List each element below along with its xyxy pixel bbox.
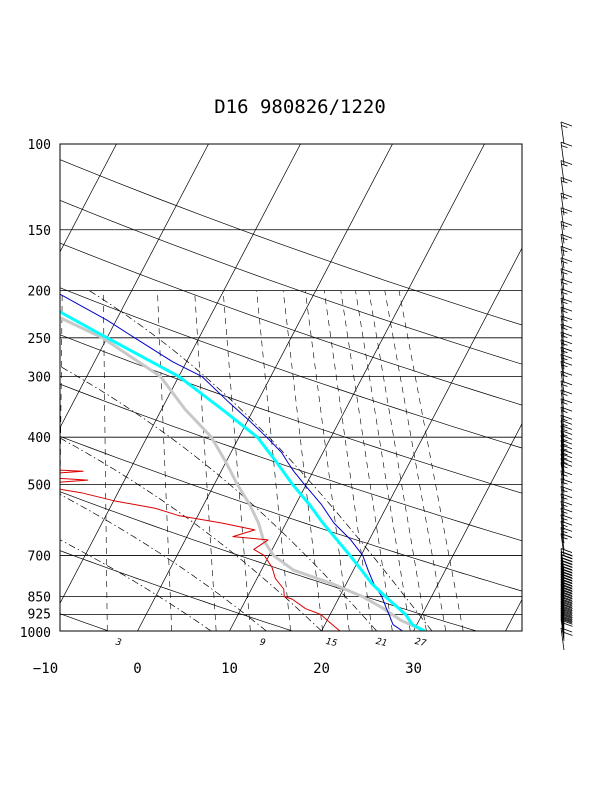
dry-adiabat <box>60 550 294 631</box>
isotherm <box>137 144 393 631</box>
isotherm <box>321 247 522 631</box>
mixing-ratio-line <box>222 290 251 631</box>
pressure-label: 500 <box>28 478 51 493</box>
isotherm <box>598 144 612 631</box>
dry-adiabat <box>60 287 522 449</box>
chart-title: D16 980826/1220 <box>214 96 386 118</box>
moist-adiabat <box>89 290 433 631</box>
temperature-label: 20 <box>313 661 330 677</box>
grid <box>0 144 612 631</box>
moist-adiabat <box>60 493 267 631</box>
pressure-label: 300 <box>28 370 51 385</box>
profile-lines <box>60 293 426 631</box>
mixing-ratio-line <box>355 290 411 631</box>
isotherm <box>229 144 485 631</box>
mixing-ratio-line <box>304 290 350 631</box>
wind-barb <box>560 233 573 257</box>
isotherm <box>413 423 522 631</box>
temperature-label: 0 <box>133 661 141 677</box>
virtual-temperature-line <box>60 316 426 631</box>
mixing-ratio-labels: 3 9 15 21 27 <box>115 637 428 649</box>
dry-adiabat <box>60 334 522 494</box>
moist-adiabat <box>60 365 377 631</box>
moist-adiabat <box>60 437 322 631</box>
mixing-ratio-label: 15 <box>325 637 339 649</box>
dewpoint-line <box>60 461 341 631</box>
mixing-ratio-line <box>340 290 393 631</box>
isotherm <box>0 144 25 631</box>
pressure-label: 850 <box>28 591 51 606</box>
mixing-ratio-line <box>103 290 108 631</box>
mixing-ratio-label: 27 <box>414 637 428 649</box>
dry-adiabat <box>60 436 522 592</box>
parcel-path-line <box>60 310 426 631</box>
pressure-label: 100 <box>28 138 51 153</box>
plot-frame <box>59 143 523 632</box>
pressure-label: 925 <box>28 608 51 623</box>
pressure-label: 200 <box>28 285 51 300</box>
mixing-ratio-line <box>256 290 291 631</box>
mixing-ratio-line <box>384 290 447 631</box>
pressure-label: 150 <box>28 224 51 239</box>
pressure-label: 400 <box>28 431 51 446</box>
moist-adiabat <box>60 539 212 631</box>
mixing-ratio-label: 3 <box>115 638 123 649</box>
pressure-axis: 100 150 200 250 300 400 500 700 850 925 1000 <box>20 138 51 641</box>
wind-barbs <box>560 121 573 651</box>
dry-adiabat <box>60 383 522 542</box>
pressure-label: 250 <box>28 332 51 347</box>
mixing-ratio-label: 21 <box>375 637 388 649</box>
pressure-label: 1000 <box>20 626 51 641</box>
wind-barb <box>560 221 573 244</box>
mixing-ratio-label: 9 <box>259 638 267 649</box>
temperature-label: −10 <box>33 661 58 677</box>
mixing-ratio-line <box>398 290 464 631</box>
temperature-label: 10 <box>221 661 238 677</box>
dry-adiabat <box>60 242 522 406</box>
wind-barb <box>560 160 573 183</box>
mixing-ratio-line <box>368 290 427 631</box>
dry-adiabat <box>60 200 522 365</box>
wind-barb <box>560 245 573 269</box>
isotherm <box>505 598 522 631</box>
temperature-axis: −10 0 10 20 30 <box>33 661 422 677</box>
pressure-label: 700 <box>28 550 51 565</box>
wind-barb <box>560 177 573 200</box>
isotherm <box>60 144 301 605</box>
isotherm <box>60 144 209 429</box>
dry-adiabat <box>60 613 110 631</box>
temperature-label: 30 <box>405 661 422 677</box>
wind-barb <box>560 121 573 145</box>
isotherm <box>60 144 117 253</box>
mixing-ratio-line <box>194 290 217 631</box>
mixing-ratio-line <box>282 290 323 631</box>
mixing-ratio-line <box>157 290 173 631</box>
wind-barb <box>560 141 573 165</box>
dry-adiabat <box>60 491 478 631</box>
